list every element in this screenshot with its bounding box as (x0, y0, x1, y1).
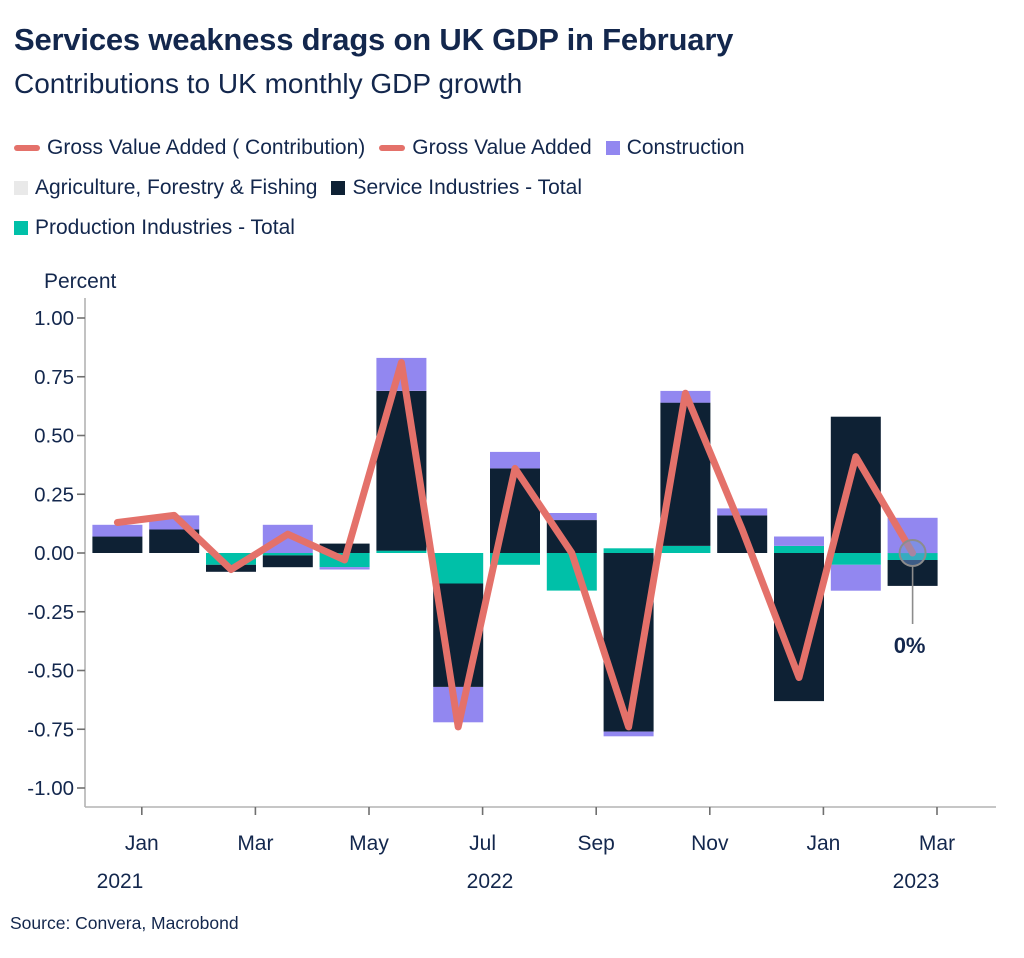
bar-construction (546, 513, 597, 520)
bar-production (490, 553, 540, 565)
stacked-bars (92, 357, 938, 737)
bar-construction (319, 567, 370, 570)
bar-production (660, 546, 711, 553)
legend-swatch-gva-line-icon (379, 145, 406, 151)
legend-row-2: Agriculture, Forestry & Fishing Service I… (14, 168, 1004, 208)
source-note: Source: Convera, Macrobond (10, 913, 239, 933)
legend-item-construction: Construction (605, 136, 745, 160)
x-month-label: Mar (919, 832, 955, 855)
bar-production (206, 553, 256, 565)
legend-row-3: Production Industries - Total (14, 208, 1004, 248)
bar-services (149, 529, 200, 553)
legend-item-gva: Gross Value Added (379, 136, 592, 160)
legend-item-services: Service Industries - Total (331, 176, 582, 200)
y-tick-label: 1.00 (34, 307, 74, 330)
y-axis-title: Percent (44, 270, 117, 293)
y-tick-label: -0.75 (27, 718, 74, 741)
x-month-label: Nov (691, 832, 729, 855)
y-tick-label: -0.25 (27, 601, 74, 624)
x-month-label: Jan (806, 832, 840, 855)
legend-label: Service Industries - Total (352, 176, 582, 199)
x-month-label: Mar (237, 832, 273, 855)
x-month-label: May (349, 832, 389, 855)
bar-services (262, 555, 313, 568)
legend-swatch-gva-contribution-line-icon (14, 145, 40, 151)
latest-point-annotation: 0% (894, 539, 927, 658)
legend-item-production: Production Industries - Total (14, 216, 295, 240)
x-axis-labels: Jan Mar May Jul Sep Nov Jan Mar 2021 2022 2023 (97, 832, 955, 893)
y-axis-labels: 1.00 0.75 0.50 0.25 0.00 -0.25 -0.50 -0.75 -1.00… (27, 270, 116, 800)
page-title: Services weakness drags on UK GDP in Feb… (14, 22, 734, 57)
gva-line (113, 359, 917, 731)
bar-services (92, 536, 143, 553)
legend: Gross Value Added ( Contribution) Gross V… (14, 128, 1004, 248)
bar-production (262, 553, 313, 556)
bar-production (603, 548, 654, 553)
x-month-label: Sep (578, 832, 615, 855)
x-month-label: Jan (125, 832, 159, 855)
legend-label: Production Industries - Total (35, 216, 295, 239)
legend-swatch-agriculture-square-icon (14, 181, 28, 195)
bar-production (774, 546, 824, 553)
legend-item-gva-contribution: Gross Value Added ( Contribution) (14, 136, 365, 160)
bar-production (433, 553, 484, 584)
annotation-label: 0% (894, 633, 926, 658)
legend-swatch-services-square-icon (331, 181, 346, 195)
highlight-circle-icon (898, 539, 927, 567)
x-year-label: 2022 (467, 870, 514, 893)
legend-label: Agriculture, Forestry & Fishing (35, 176, 318, 199)
legend-label: Gross Value Added (412, 136, 592, 159)
x-year-label: 2021 (97, 870, 144, 893)
bar-production (830, 553, 881, 565)
x-month-label: Jul (469, 832, 496, 855)
axes (77, 298, 996, 815)
y-tick-label: 0.00 (34, 542, 74, 565)
bar-construction (717, 508, 768, 516)
bar-construction (603, 731, 654, 737)
legend-row-1: Gross Value Added ( Contribution) Gross V… (14, 128, 1004, 168)
legend-swatch-production-square-icon (14, 221, 28, 235)
y-tick-label: -0.50 (27, 660, 74, 683)
legend-item-agriculture: Agriculture, Forestry & Fishing (14, 176, 317, 200)
legend-label: Gross Value Added ( Contribution) (47, 136, 366, 159)
bar-production (376, 550, 427, 553)
bar-construction (830, 564, 881, 591)
y-tick-label: -1.00 (27, 777, 74, 800)
x-year-label: 2023 (893, 870, 940, 893)
chart-subtitle: Contributions to UK monthly GDP growth (14, 68, 523, 99)
y-tick-label: 0.25 (34, 483, 74, 506)
y-tick-label: 0.50 (34, 425, 74, 448)
bar-construction (490, 451, 540, 469)
bar-construction (774, 536, 824, 546)
legend-label: Construction (626, 136, 745, 159)
bar-services (660, 402, 711, 546)
y-tick-label: 0.75 (34, 366, 74, 389)
bar-construction (92, 524, 143, 537)
legend-swatch-construction-square-icon (605, 141, 620, 155)
